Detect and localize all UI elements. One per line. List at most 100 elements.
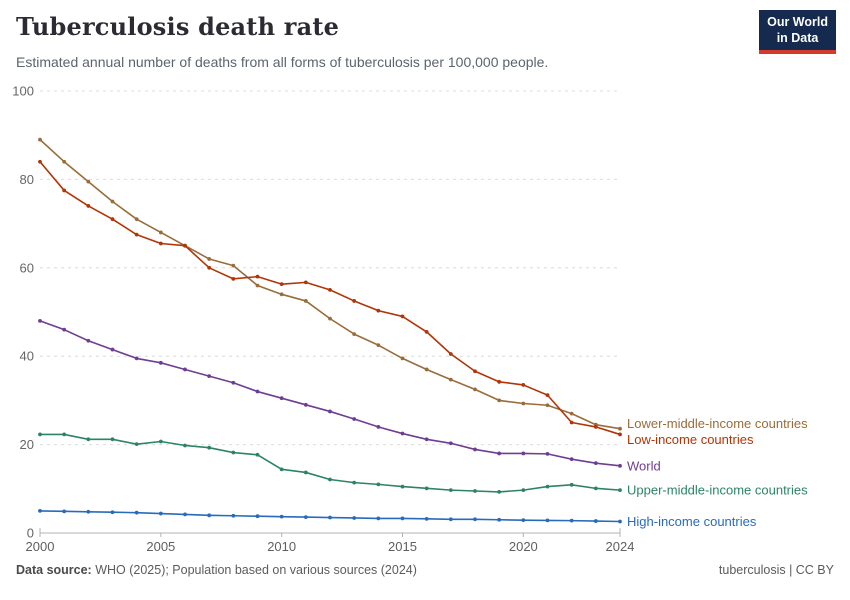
series-marker-upper-middle-income-countries-2023 <box>593 486 598 491</box>
series-marker-high-income-countries-2015 <box>400 516 405 521</box>
series-marker-world-2024 <box>618 463 622 468</box>
series-marker-world-2013 <box>352 417 357 421</box>
series-marker-high-income-countries-2017 <box>448 517 453 522</box>
x-axis-tick-label-2020: 2020 <box>509 539 538 554</box>
series-marker-world-2021 <box>545 451 550 456</box>
series-marker-low-income-countries-2010 <box>279 282 284 287</box>
series-marker-low-income-countries-2006 <box>183 243 187 248</box>
series-marker-low-income-countries-2020 <box>521 383 526 387</box>
series-marker-lower-middle-income-countries-2012 <box>328 316 332 321</box>
series-marker-high-income-countries-2020 <box>521 518 526 523</box>
series-marker-upper-middle-income-countries-2021 <box>545 484 550 489</box>
series-marker-upper-middle-income-countries-2007 <box>207 445 212 450</box>
owid-logo[interactable]: Our World in Data <box>759 10 836 55</box>
series-marker-lower-middle-income-countries-2021 <box>545 403 550 408</box>
series-marker-lower-middle-income-countries-2009 <box>255 283 260 288</box>
series-marker-world-2020 <box>521 451 526 456</box>
series-marker-upper-middle-income-countries-2009 <box>255 452 260 457</box>
series-marker-high-income-countries-2024 <box>618 519 622 524</box>
series-marker-upper-middle-income-countries-2014 <box>376 482 381 487</box>
chart-footer: Data source: WHO (2025); Population base… <box>16 563 834 577</box>
series-marker-upper-middle-income-countries-2018 <box>473 489 477 493</box>
series-marker-upper-middle-income-countries-2016 <box>424 486 429 491</box>
y-axis-tick-label-20: 20 <box>20 437 34 452</box>
series-marker-lower-middle-income-countries-2013 <box>352 332 357 336</box>
series-marker-high-income-countries-2013 <box>352 516 357 520</box>
series-marker-low-income-countries-2016 <box>424 329 429 334</box>
series-marker-world-2016 <box>424 437 429 442</box>
series-marker-world-2003 <box>110 347 115 352</box>
footer-source-label: Data source: <box>16 563 92 577</box>
series-marker-lower-middle-income-countries-2010 <box>279 292 284 297</box>
series-marker-high-income-countries-2003 <box>110 510 115 515</box>
series-marker-world-2006 <box>183 367 187 372</box>
footer-source: Data source: WHO (2025); Population base… <box>16 563 417 577</box>
series-marker-upper-middle-income-countries-2006 <box>183 443 187 448</box>
series-end-label-high-income-countries[interactable]: High-income countries <box>627 514 757 529</box>
series-marker-upper-middle-income-countries-2003 <box>110 437 115 442</box>
series-marker-low-income-countries-2001 <box>62 188 67 193</box>
series-end-label-upper-middle-income-countries[interactable]: Upper-middle-income countries <box>627 483 808 498</box>
series-marker-lower-middle-income-countries-2019 <box>497 398 502 403</box>
page-subtitle: Estimated annual number of deaths from a… <box>16 54 549 70</box>
series-marker-low-income-countries-2015 <box>400 314 405 319</box>
series-marker-world-2017 <box>448 441 453 446</box>
y-axis-tick-label-40: 40 <box>20 349 34 364</box>
series-marker-high-income-countries-2014 <box>376 516 381 521</box>
series-marker-low-income-countries-2013 <box>352 299 357 303</box>
series-marker-lower-middle-income-countries-2017 <box>448 377 453 382</box>
series-marker-upper-middle-income-countries-2020 <box>521 488 526 493</box>
series-marker-high-income-countries-2021 <box>545 518 550 523</box>
series-marker-lower-middle-income-countries-2008 <box>231 263 236 268</box>
series-marker-lower-middle-income-countries-2002 <box>86 179 91 184</box>
x-axis-tick-label-2015: 2015 <box>388 539 417 554</box>
series-marker-high-income-countries-2006 <box>183 512 187 517</box>
series-marker-upper-middle-income-countries-2008 <box>231 450 236 455</box>
footer-source-text: WHO (2025); Population based on various … <box>91 563 417 577</box>
series-marker-upper-middle-income-countries-2022 <box>569 482 574 487</box>
series-marker-world-2001 <box>62 327 67 332</box>
series-marker-lower-middle-income-countries-2018 <box>473 387 477 392</box>
series-marker-high-income-countries-2001 <box>62 509 67 514</box>
series-marker-world-2010 <box>279 396 284 401</box>
series-marker-upper-middle-income-countries-2010 <box>279 467 284 472</box>
series-marker-high-income-countries-2007 <box>207 513 212 518</box>
series-marker-high-income-countries-2012 <box>328 515 332 520</box>
series-marker-lower-middle-income-countries-2011 <box>303 299 308 303</box>
series-marker-upper-middle-income-countries-2015 <box>400 484 405 489</box>
series-marker-low-income-countries-2008 <box>231 276 236 281</box>
series-marker-lower-middle-income-countries-2014 <box>376 343 381 348</box>
series-marker-world-2011 <box>303 402 308 407</box>
series-end-label-world[interactable]: World <box>627 458 661 473</box>
series-marker-lower-middle-income-countries-2024 <box>618 426 622 431</box>
series-marker-upper-middle-income-countries-2000 <box>38 432 42 437</box>
series-marker-high-income-countries-2002 <box>86 509 91 514</box>
series-end-label-low-income-countries[interactable]: Low-income countries <box>627 432 754 447</box>
y-axis-tick-label-80: 80 <box>20 172 34 187</box>
x-axis-tick-label-2024: 2024 <box>606 539 635 554</box>
series-marker-high-income-countries-2000 <box>38 509 42 513</box>
series-marker-world-2022 <box>569 457 574 462</box>
page-title: Tuberculosis death rate <box>16 12 340 41</box>
x-axis-tick-label-2000: 2000 <box>26 539 55 554</box>
series-marker-world-2015 <box>400 431 405 436</box>
series-marker-high-income-countries-2009 <box>255 514 260 519</box>
series-marker-world-2000 <box>38 318 42 323</box>
series-marker-low-income-countries-2019 <box>497 379 502 384</box>
series-marker-low-income-countries-2023 <box>593 425 598 429</box>
series-marker-lower-middle-income-countries-2020 <box>521 401 526 406</box>
series-marker-low-income-countries-2004 <box>134 232 139 237</box>
series-marker-low-income-countries-2007 <box>207 265 212 270</box>
series-marker-world-2012 <box>328 409 332 414</box>
series-marker-low-income-countries-2000 <box>38 159 42 164</box>
series-marker-lower-middle-income-countries-2022 <box>569 411 574 416</box>
series-end-label-lower-middle-income-countries[interactable]: Lower-middle-income countries <box>627 416 808 431</box>
series-marker-low-income-countries-2002 <box>86 204 91 208</box>
series-marker-low-income-countries-2009 <box>255 274 260 279</box>
series-marker-world-2005 <box>158 360 163 365</box>
series-marker-high-income-countries-2011 <box>303 515 308 519</box>
series-marker-lower-middle-income-countries-2000 <box>38 137 42 142</box>
series-marker-low-income-countries-2018 <box>473 369 477 374</box>
series-marker-world-2018 <box>473 447 477 452</box>
series-marker-low-income-countries-2017 <box>448 352 453 356</box>
